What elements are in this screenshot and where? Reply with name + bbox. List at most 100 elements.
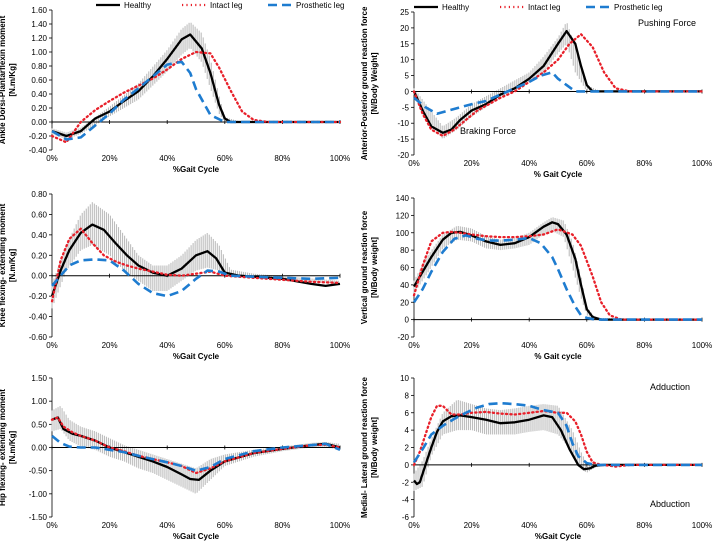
x-tick-label: 80%	[274, 154, 290, 163]
y-tick-label: 0.60	[31, 76, 47, 85]
legend-label-prosthetic-leg: Prosthetic leg	[614, 3, 662, 12]
y-tick-label: 2	[405, 444, 410, 453]
y-tick-label: -20	[397, 151, 409, 160]
series-line-intact-leg	[50, 50, 342, 144]
y-tick-label: 1.20	[31, 34, 47, 43]
x-tick-label: 20%	[102, 341, 118, 350]
x-tick-label: 80%	[636, 521, 652, 530]
x-axis-title: %Gait Cycle	[535, 532, 582, 541]
y-tick-label: 1.00	[31, 397, 47, 406]
y-tick-label: 0.40	[31, 231, 47, 240]
y-tick-label: -0.60	[29, 333, 48, 342]
y-tick-label: -0.50	[29, 467, 48, 476]
y-tick-label: 0.80	[31, 62, 47, 71]
x-tick-label: 80%	[274, 341, 290, 350]
chart-ankle: -0.40 -0.20 0.00 0.20 0.40 0.60 0.80 1.00 1.20 1.…	[0, 1, 350, 174]
x-tick-label: 20%	[464, 159, 480, 168]
x-tick-label: 60%	[217, 521, 233, 530]
chart-vertical_grf: -20 0 20 40 60 80 100 120 140 0% 20% 40% 60% 80% 100%%…	[360, 194, 712, 361]
y-axis-title: Medial- Lateral ground reaction force	[360, 376, 369, 517]
y-tick-label: 60	[400, 264, 409, 273]
x-tick-label: 40%	[521, 341, 537, 350]
x-tick-label: 0%	[408, 159, 420, 168]
series-line-prosthetic-leg	[51, 258, 341, 298]
x-axis-title: %Gait Cycle	[173, 352, 220, 361]
y-tick-label: 0.00	[31, 272, 47, 281]
chart-ap_grf: -20 -15 -10 -5 0 5 10 15 20 25 0% 20% 40% 60% 80% 100%%…	[360, 3, 712, 179]
x-tick-label: 20%	[102, 154, 118, 163]
y-axis-title: Vertical ground reaction force	[360, 210, 369, 324]
x-axis-title: %Gait Cycle	[173, 165, 220, 174]
y-tick-label: 0	[405, 316, 410, 325]
x-tick-label: 100%	[692, 159, 712, 168]
y-tick-label: -0.40	[29, 313, 48, 322]
y-tick-label: 5	[405, 72, 410, 81]
series-line-healthy	[50, 223, 341, 297]
y-tick-label: 0.80	[31, 190, 47, 199]
series-line-healthy	[51, 33, 340, 138]
y-tick-label: -5	[402, 103, 410, 112]
x-axis-title: %Gait Cycle	[173, 532, 220, 541]
y-axis-title: Anterior-Posterior ground reaction force	[360, 6, 369, 160]
x-tick-label: 0%	[46, 154, 58, 163]
x-tick-label: 80%	[636, 341, 652, 350]
x-tick-label: 80%	[274, 521, 290, 530]
x-tick-label: 20%	[464, 341, 480, 350]
x-axis-title: % Gait Cycle	[534, 170, 583, 179]
y-tick-label: -15	[397, 135, 409, 144]
y-tick-label: 1.50	[31, 374, 47, 383]
y-tick-label: 1.40	[31, 20, 47, 29]
x-tick-label: 60%	[217, 154, 233, 163]
y-tick-label: -0.20	[29, 132, 48, 141]
series-line-prosthetic-leg	[412, 401, 702, 467]
y-tick-label: -10	[397, 119, 409, 128]
x-tick-label: 100%	[330, 154, 350, 163]
y-tick-label: 0.50	[31, 420, 47, 429]
y-axis-title-units: [N.m/Kg]	[8, 431, 17, 465]
chart-knee: -0.60 -0.40 -0.20 0.00 0.20 0.40 0.60 0.80 0% 20%…	[0, 190, 350, 361]
y-tick-label: 0.00	[31, 444, 47, 453]
annotation-pushing-force: Pushing Force	[638, 18, 696, 28]
y-tick-label: 8	[405, 391, 410, 400]
legend-label-healthy: Healthy	[124, 1, 151, 10]
series-line-intact-leg	[412, 33, 704, 138]
x-tick-label: 40%	[521, 521, 537, 530]
legend-label-healthy: Healthy	[442, 3, 469, 12]
y-axis-title: Hip flexing- extending moment	[0, 389, 7, 506]
y-tick-label: -1.50	[29, 513, 48, 522]
y-axis-title-units: [N.m/Kg]	[8, 63, 17, 97]
y-tick-label: 10	[400, 56, 409, 65]
series-line-prosthetic-leg	[412, 234, 702, 321]
series-line-intact-leg	[50, 227, 342, 303]
y-axis-title: Knee flexing- extending moment	[0, 203, 7, 327]
annotation-abduction: Abduction	[650, 499, 690, 509]
x-axis-title: % Gait cycle	[534, 352, 582, 361]
y-tick-label: 100	[396, 229, 410, 238]
y-tick-label: -2	[402, 478, 410, 487]
y-tick-label: -0.20	[29, 292, 48, 301]
y-axis-title-units: [N/Body weight]	[370, 417, 379, 478]
series-line-intact-leg	[412, 228, 704, 321]
y-tick-label: 0	[405, 87, 410, 96]
y-tick-label: 0	[405, 461, 410, 470]
x-tick-label: 0%	[408, 521, 420, 530]
x-tick-label: 20%	[464, 521, 480, 530]
y-tick-label: 0.60	[31, 210, 47, 219]
legend-label-intact-leg: Intact leg	[210, 1, 242, 10]
y-tick-label: 20	[400, 24, 409, 33]
y-tick-label: 0.20	[31, 104, 47, 113]
x-tick-label: 20%	[102, 521, 118, 530]
x-tick-label: 60%	[217, 341, 233, 350]
y-axis-title-units: [N/Body Weight]	[370, 52, 379, 114]
x-tick-label: 100%	[330, 521, 350, 530]
y-tick-label: 0.20	[31, 251, 47, 260]
chart-hip: -1.50 -1.00 -0.50 0.00 0.50 1.00 1.50 0% 20% 40% 6…	[0, 374, 350, 541]
x-tick-label: 80%	[636, 159, 652, 168]
y-tick-label: 40	[400, 281, 409, 290]
x-tick-label: 40%	[159, 154, 175, 163]
y-tick-label: -4	[402, 496, 410, 505]
y-tick-label: 4	[405, 426, 410, 435]
series-line-prosthetic-leg	[413, 71, 702, 115]
